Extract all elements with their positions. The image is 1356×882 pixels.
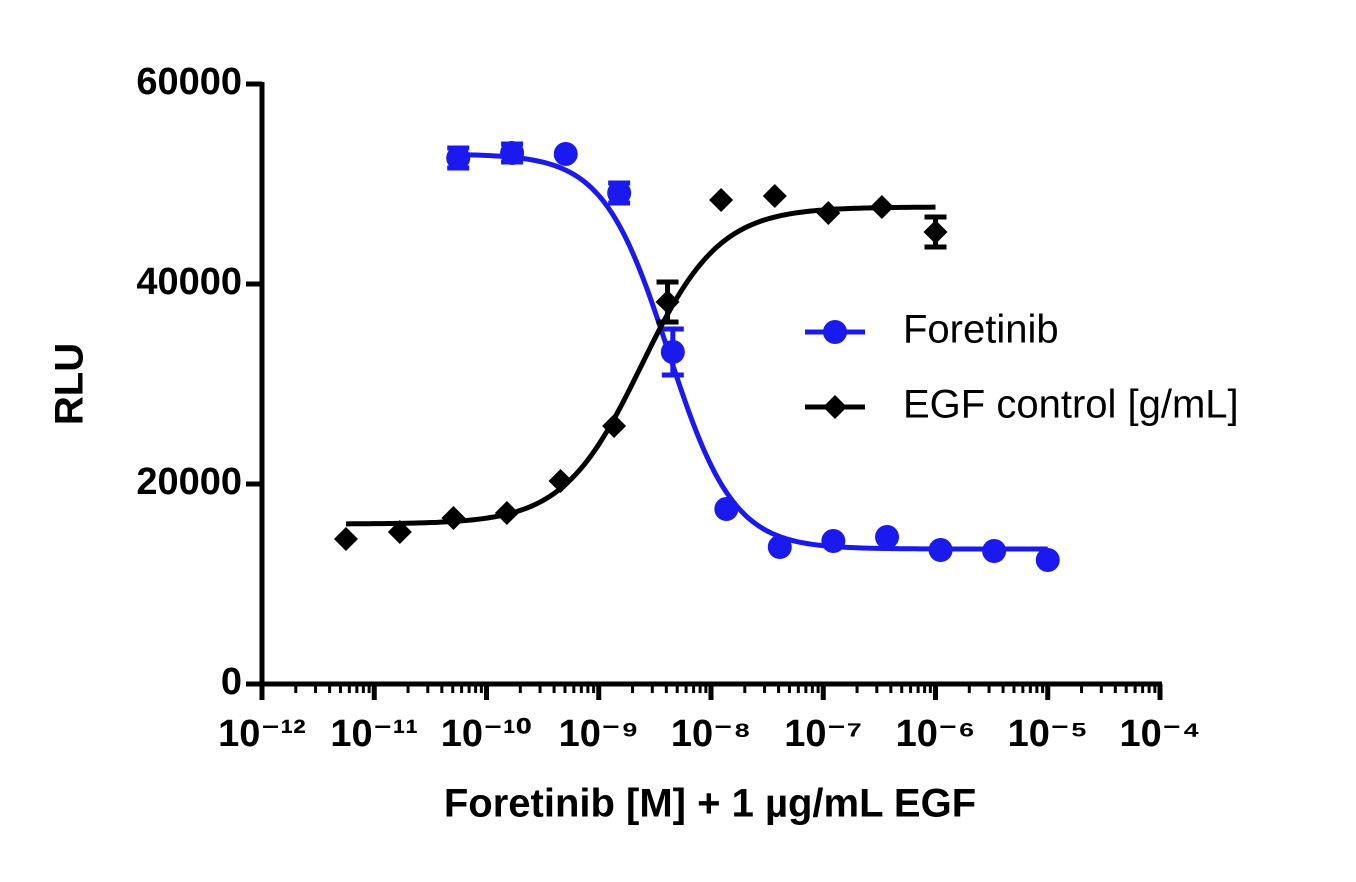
data-point bbox=[446, 146, 471, 170]
data-point bbox=[500, 141, 525, 165]
data-point bbox=[607, 181, 632, 205]
data-point bbox=[869, 195, 894, 219]
fit-curve bbox=[345, 204, 936, 527]
x-tick-label: 10⁻⁹ bbox=[559, 713, 639, 755]
y-tick-label: 60000 bbox=[136, 61, 242, 103]
data-point bbox=[387, 520, 412, 544]
y-tick-label: 40000 bbox=[136, 261, 242, 303]
data-point bbox=[548, 469, 573, 493]
data-point bbox=[928, 538, 953, 562]
data-point bbox=[553, 142, 578, 166]
x-tick-label: 10⁻¹¹ bbox=[330, 713, 418, 755]
data-point bbox=[767, 535, 792, 559]
y-axis-title: RLU bbox=[48, 343, 92, 425]
data-point bbox=[1035, 548, 1060, 572]
data-point bbox=[762, 184, 787, 208]
legend-marker bbox=[823, 320, 847, 344]
x-tick-label: 10⁻¹² bbox=[218, 713, 306, 755]
data-point bbox=[923, 220, 948, 244]
x-tick-label: 10⁻⁶ bbox=[896, 713, 976, 755]
legend-label: Foretinib bbox=[903, 308, 1059, 352]
data-point bbox=[602, 414, 627, 438]
data-point bbox=[660, 340, 685, 364]
x-tick-label: 10⁻⁸ bbox=[671, 713, 751, 755]
fit-curve bbox=[458, 152, 1048, 552]
legend-marker bbox=[823, 395, 847, 419]
data-point bbox=[655, 290, 680, 314]
x-tick-label: 10⁻¹⁰ bbox=[441, 713, 533, 755]
data-point bbox=[494, 501, 519, 525]
x-axis-title: Foretinib [M] + 1 µg/mL EGF bbox=[444, 782, 976, 826]
data-point bbox=[441, 506, 466, 530]
x-tick-label: 10⁻⁷ bbox=[784, 713, 862, 755]
data-point bbox=[709, 188, 734, 212]
data-point bbox=[333, 527, 358, 551]
data-point bbox=[875, 525, 900, 549]
y-tick-label: 0 bbox=[221, 661, 242, 703]
legend-label: EGF control [g/mL] bbox=[903, 383, 1239, 427]
data-point bbox=[821, 529, 846, 553]
data-point bbox=[714, 497, 739, 521]
data-point bbox=[816, 201, 841, 225]
data-point bbox=[982, 539, 1007, 563]
x-tick-label: 10⁻⁴ bbox=[1119, 713, 1200, 755]
y-tick-label: 20000 bbox=[136, 461, 242, 503]
x-tick-label: 10⁻⁵ bbox=[1008, 713, 1088, 755]
